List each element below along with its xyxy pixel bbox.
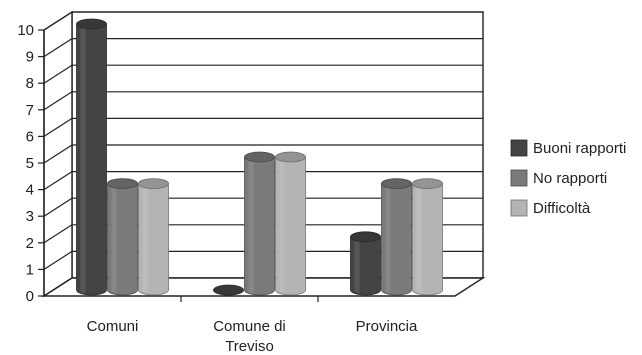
legend-swatch: [510, 139, 528, 157]
bar: [138, 178, 169, 296]
y-tick-label: 0: [26, 288, 34, 305]
category-labels: Comuni Comune di Treviso Provincia: [87, 318, 418, 355]
bar-top: [381, 178, 412, 190]
bar: [244, 151, 275, 296]
bar-top: [138, 178, 169, 190]
bar-top: [213, 284, 244, 296]
bar-highlight: [385, 185, 391, 293]
y-tick-label: 1: [26, 261, 34, 278]
y-axis: 0 1 2 3 4 5 6 7 8 9 10: [17, 22, 319, 305]
gridline: [43, 117, 73, 137]
gridline: [43, 91, 73, 111]
bar: [213, 284, 244, 296]
gridline: [43, 64, 73, 84]
gridline: [43, 224, 73, 244]
bar: [275, 151, 306, 296]
legend-label: Buoni rapporti: [533, 140, 626, 157]
y-tick-label: 10: [17, 22, 34, 39]
y-tick-label: 7: [26, 102, 34, 119]
gridline: [43, 38, 73, 58]
gridline: [43, 197, 73, 217]
bar-top: [76, 18, 107, 30]
bars: [76, 18, 443, 296]
bar-top: [350, 231, 381, 243]
bar-top: [412, 178, 443, 190]
bar-highlight: [248, 159, 254, 293]
bar: [107, 178, 138, 296]
bar-highlight: [279, 159, 285, 293]
bar-highlight: [142, 185, 148, 293]
bar: [76, 18, 107, 296]
bar: [350, 231, 381, 296]
gridline: [43, 250, 73, 270]
bar-top: [107, 178, 138, 190]
bar-highlight: [416, 185, 422, 293]
y-tick-label: 8: [26, 75, 34, 92]
y-tick-label: 6: [26, 128, 34, 145]
y-tick-label: 4: [26, 182, 34, 199]
legend-swatch: [510, 169, 528, 187]
bar-highlight: [111, 185, 117, 293]
bar-top: [244, 151, 275, 163]
bar-top: [275, 151, 306, 163]
gridline: [43, 171, 73, 191]
x-category-label: Provincia: [356, 318, 418, 335]
y-tick-label: 2: [26, 235, 34, 252]
y-tick-label: 9: [26, 49, 34, 66]
legend-label: No rapporti: [533, 170, 607, 187]
x-category-label: Comune di Treviso: [213, 318, 286, 355]
y-tick-label: 3: [26, 208, 34, 225]
bar-highlight: [80, 26, 86, 293]
bar: [381, 178, 412, 296]
y-tick-label: 5: [26, 155, 34, 172]
legend-swatch: [510, 199, 528, 217]
bar-highlight: [354, 238, 360, 293]
legend-label: Difficoltà: [533, 200, 591, 217]
bar: [412, 178, 443, 296]
gridline: [43, 144, 73, 164]
legend: Buoni rapporti No rapporti Difficoltà: [510, 139, 626, 217]
x-category-label: Comuni: [87, 318, 139, 335]
